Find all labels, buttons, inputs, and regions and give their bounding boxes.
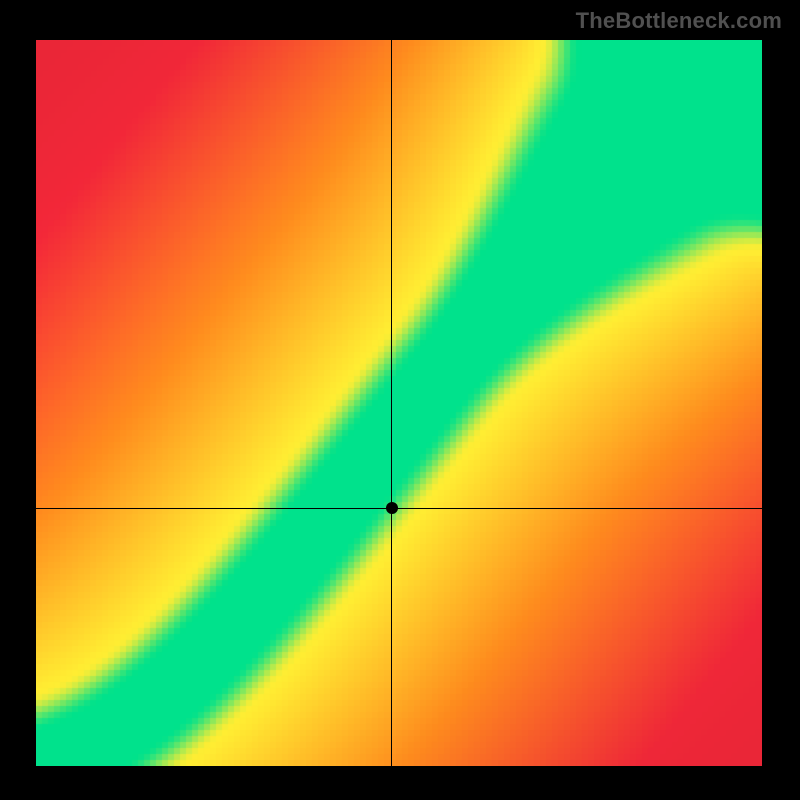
data-point-marker: [386, 502, 398, 514]
crosshair-vertical: [391, 40, 393, 766]
root-container: TheBottleneck.com: [0, 0, 800, 800]
crosshair-horizontal: [36, 508, 762, 510]
heatmap-canvas: [36, 40, 762, 766]
heatmap-plot: [36, 40, 762, 766]
watermark-text: TheBottleneck.com: [576, 8, 782, 34]
